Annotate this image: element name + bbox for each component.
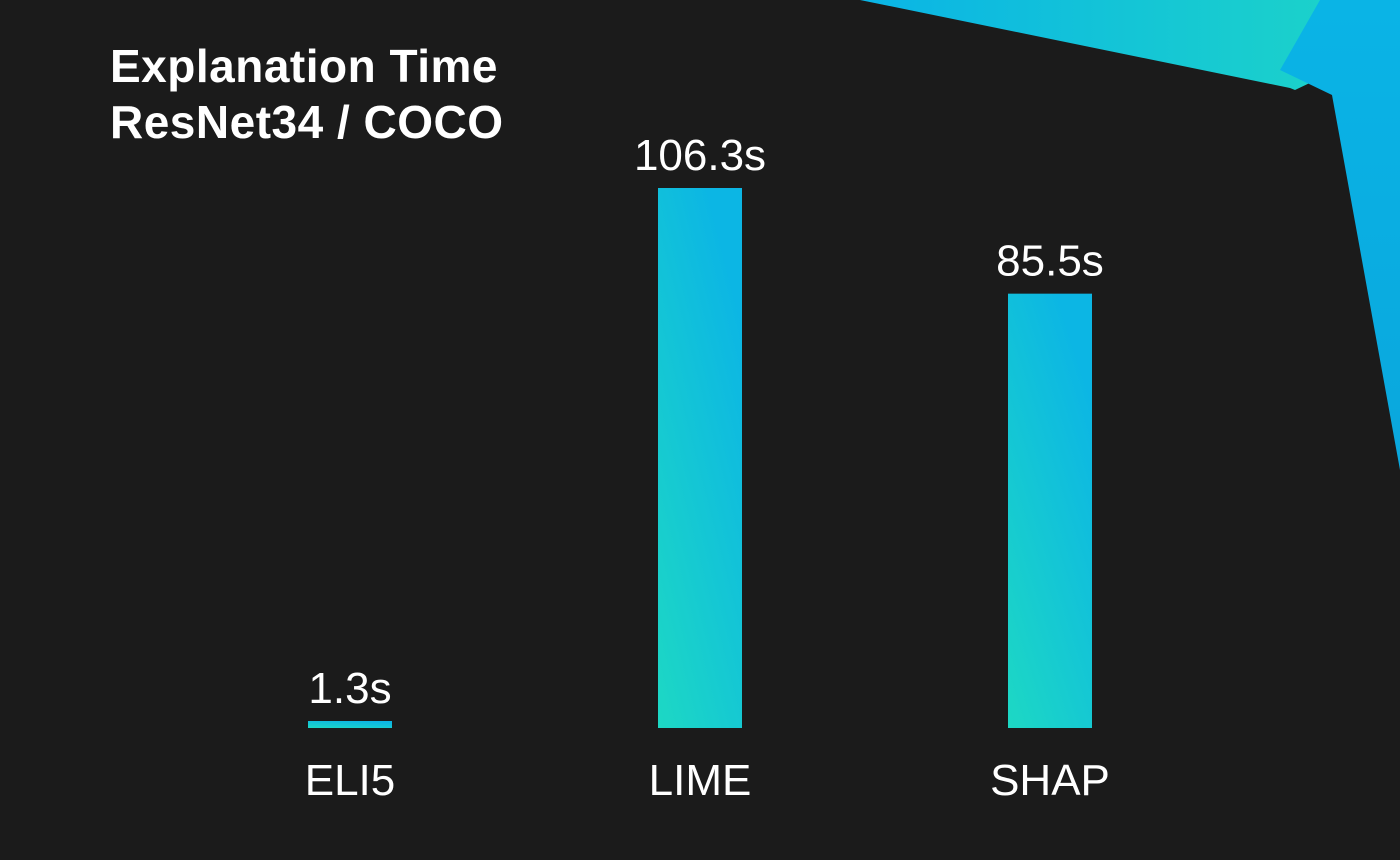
bar-lime xyxy=(658,188,742,728)
category-label-eli5: ELI5 xyxy=(305,756,396,805)
decor-band-top xyxy=(860,0,1400,90)
bars-group xyxy=(308,188,1092,728)
value-label-lime: 106.3s xyxy=(634,131,766,180)
chart-subtitle: ResNet34 / COCO xyxy=(110,96,504,148)
category-label-shap: SHAP xyxy=(990,756,1110,805)
value-label-eli5: 1.3s xyxy=(308,664,391,713)
chart-title: Explanation Time ResNet34 / COCO xyxy=(110,38,504,150)
bar-eli5 xyxy=(308,721,392,728)
chart-title-line: Explanation Time xyxy=(110,40,499,92)
value-labels-group: 1.3s 106.3s 85.5s xyxy=(308,131,1104,714)
bar-shap xyxy=(1008,293,1092,728)
category-label-lime: LIME xyxy=(649,756,752,805)
category-labels-group: ELI5 LIME SHAP xyxy=(304,756,1110,806)
decor-band-right xyxy=(1280,0,1400,470)
value-label-shap: 85.5s xyxy=(996,237,1104,286)
